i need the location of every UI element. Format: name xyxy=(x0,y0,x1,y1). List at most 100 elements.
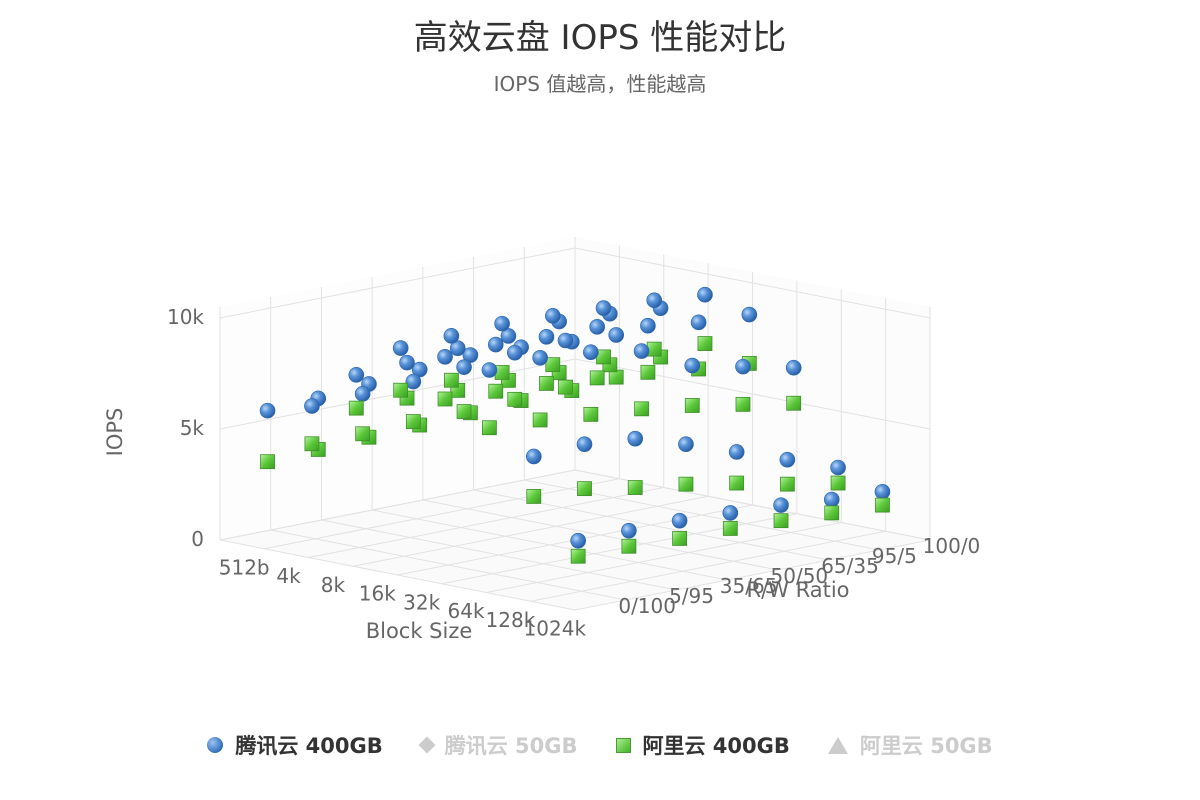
data-point-tencent-400gb[interactable] xyxy=(557,332,574,349)
data-point-aliyun-400gb[interactable] xyxy=(722,521,738,536)
data-point-tencent-400gb[interactable] xyxy=(259,402,276,419)
data-point-aliyun-400gb[interactable] xyxy=(570,548,586,564)
data-point-aliyun-400gb[interactable] xyxy=(678,476,694,492)
data-point-tencent-400gb[interactable] xyxy=(640,317,656,334)
data-point-tencent-400gb[interactable] xyxy=(570,532,586,549)
data-point-tencent-400gb[interactable] xyxy=(621,522,637,539)
legend-item-aliyun-50gb[interactable]: 阿里云 50GB xyxy=(827,730,993,760)
data-point-tencent-400gb[interactable] xyxy=(487,336,504,353)
data-point-tencent-400gb[interactable] xyxy=(595,300,612,316)
data-point-tencent-400gb[interactable] xyxy=(830,459,846,476)
data-point-tencent-400gb[interactable] xyxy=(627,430,644,447)
data-point-tencent-400gb[interactable] xyxy=(697,286,713,303)
back-wall-gridline-y xyxy=(574,247,931,319)
data-point-tencent-400gb[interactable] xyxy=(500,328,517,344)
data-point-tencent-400gb[interactable] xyxy=(773,497,789,513)
data-point-tencent-400gb[interactable] xyxy=(354,386,371,402)
data-point-tencent-400gb[interactable] xyxy=(583,344,599,361)
data-point-aliyun-400gb[interactable] xyxy=(621,538,637,554)
data-point-aliyun-400gb[interactable] xyxy=(348,400,364,416)
data-point-tencent-400gb[interactable] xyxy=(633,343,650,359)
data-point-aliyun-400gb[interactable] xyxy=(304,436,320,452)
data-point-aliyun-400gb[interactable] xyxy=(786,395,802,411)
circle-marker-icon xyxy=(207,737,224,753)
data-point-tencent-400gb[interactable] xyxy=(506,344,523,361)
data-point-aliyun-400gb[interactable] xyxy=(589,370,605,386)
data-point-tencent-400gb[interactable] xyxy=(671,512,688,529)
data-points xyxy=(259,286,891,564)
data-point-aliyun-400gb[interactable] xyxy=(779,476,795,492)
data-point-aliyun-400gb[interactable] xyxy=(494,365,510,380)
data-point-tencent-400gb[interactable] xyxy=(405,373,422,390)
floor-gridline-z xyxy=(219,539,576,611)
data-point-aliyun-400gb[interactable] xyxy=(684,398,700,413)
data-point-aliyun-400gb[interactable] xyxy=(830,475,846,491)
data-point-aliyun-400gb[interactable] xyxy=(393,382,409,398)
data-point-tencent-400gb[interactable] xyxy=(545,308,561,324)
data-point-tencent-400gb[interactable] xyxy=(874,483,891,500)
legend-label: 阿里云 50GB xyxy=(859,734,993,758)
data-point-tencent-400gb[interactable] xyxy=(722,505,739,521)
data-point-tencent-400gb[interactable] xyxy=(437,349,453,365)
data-point-tencent-400gb[interactable] xyxy=(785,359,802,376)
data-point-aliyun-400gb[interactable] xyxy=(773,513,789,529)
data-point-tencent-400gb[interactable] xyxy=(735,358,751,375)
data-point-aliyun-400gb[interactable] xyxy=(608,369,624,385)
data-point-tencent-400gb[interactable] xyxy=(741,306,758,323)
legend-item-tencent-400gb[interactable]: 腾讯云 400GB xyxy=(207,730,383,760)
data-point-tencent-400gb[interactable] xyxy=(532,349,548,366)
data-point-aliyun-400gb[interactable] xyxy=(627,480,643,495)
data-point-tencent-400gb[interactable] xyxy=(392,340,409,356)
data-point-aliyun-400gb[interactable] xyxy=(583,406,599,422)
data-point-aliyun-400gb[interactable] xyxy=(824,505,840,521)
data-point-tencent-400gb[interactable] xyxy=(823,491,840,508)
data-point-tencent-400gb[interactable] xyxy=(589,319,605,335)
data-point-tencent-400gb[interactable] xyxy=(646,292,663,309)
data-point-tencent-400gb[interactable] xyxy=(538,329,555,345)
data-point-aliyun-400gb[interactable] xyxy=(355,426,371,442)
data-point-aliyun-400gb[interactable] xyxy=(526,489,542,504)
data-point-tencent-400gb[interactable] xyxy=(304,398,320,414)
data-point-tencent-400gb[interactable] xyxy=(525,448,542,465)
data-point-tencent-400gb[interactable] xyxy=(456,359,472,375)
data-point-aliyun-400gb[interactable] xyxy=(456,404,472,419)
data-point-tencent-400gb[interactable] xyxy=(449,340,466,356)
data-point-aliyun-400gb[interactable] xyxy=(539,376,554,391)
legend-item-tencent-50gb[interactable]: 腾讯云 50GB xyxy=(418,730,578,760)
data-point-tencent-400gb[interactable] xyxy=(481,362,498,378)
data-point-tencent-400gb[interactable] xyxy=(678,436,694,453)
floor-gridline-x xyxy=(486,522,842,593)
data-point-aliyun-400gb[interactable] xyxy=(875,497,890,513)
data-point-tencent-400gb[interactable] xyxy=(728,444,745,460)
data-point-tencent-400gb[interactable] xyxy=(462,347,479,363)
legend-item-aliyun-400gb[interactable]: 阿里云 400GB xyxy=(615,730,790,760)
data-point-aliyun-400gb[interactable] xyxy=(545,357,561,373)
data-point-aliyun-400gb[interactable] xyxy=(735,396,751,412)
data-point-aliyun-400gb[interactable] xyxy=(532,412,548,428)
data-point-aliyun-400gb[interactable] xyxy=(646,341,662,357)
data-point-tencent-400gb[interactable] xyxy=(779,451,796,468)
data-point-tencent-400gb[interactable] xyxy=(690,314,707,331)
data-point-aliyun-400gb[interactable] xyxy=(507,391,523,407)
data-point-tencent-400gb[interactable] xyxy=(494,315,510,332)
data-point-aliyun-400gb[interactable] xyxy=(672,531,687,546)
data-point-aliyun-400gb[interactable] xyxy=(405,414,421,429)
data-point-aliyun-400gb[interactable] xyxy=(577,481,592,497)
data-point-aliyun-400gb[interactable] xyxy=(437,391,453,407)
data-point-tencent-400gb[interactable] xyxy=(576,436,593,453)
data-point-tencent-400gb[interactable] xyxy=(411,361,428,378)
data-point-aliyun-400gb[interactable] xyxy=(697,336,713,351)
data-point-aliyun-400gb[interactable] xyxy=(488,383,504,399)
data-point-tencent-400gb[interactable] xyxy=(443,328,460,344)
data-point-tencent-400gb[interactable] xyxy=(399,354,415,371)
data-point-aliyun-400gb[interactable] xyxy=(260,454,275,470)
data-point-aliyun-400gb[interactable] xyxy=(443,372,459,388)
data-point-tencent-400gb[interactable] xyxy=(608,327,625,343)
data-point-aliyun-400gb[interactable] xyxy=(482,420,497,436)
data-point-tencent-400gb[interactable] xyxy=(684,357,701,374)
data-point-aliyun-400gb[interactable] xyxy=(558,379,573,395)
data-point-aliyun-400gb[interactable] xyxy=(640,364,656,380)
data-point-tencent-400gb[interactable] xyxy=(348,367,365,383)
data-point-aliyun-400gb[interactable] xyxy=(729,475,745,491)
data-point-aliyun-400gb[interactable] xyxy=(634,401,649,417)
